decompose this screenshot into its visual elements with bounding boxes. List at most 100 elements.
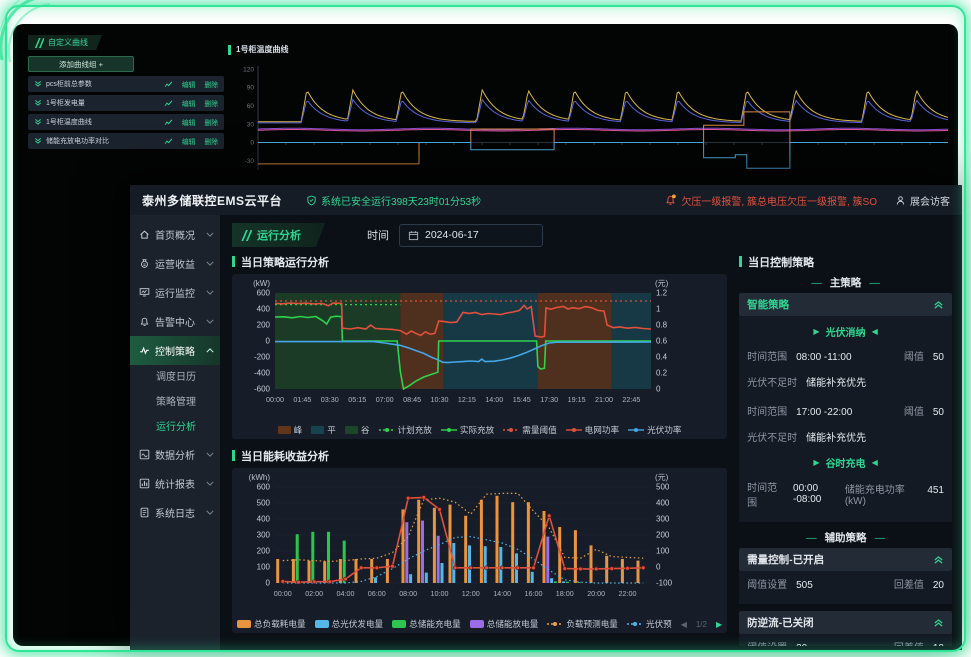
svg-text:400: 400	[257, 515, 271, 524]
chevron-down-icon	[206, 510, 214, 515]
edit-link[interactable]: 编辑	[181, 82, 196, 89]
alarm-marquee[interactable]: 欠压一级报警, 簇总电压欠压一级报警, 簇SO	[664, 193, 877, 208]
curve-group-row[interactable]: 1号柜温度曲线 编辑 删除	[28, 114, 224, 130]
legend-item[interactable]: 总负载耗电量	[237, 618, 306, 630]
legend-item[interactable]: 谷	[344, 424, 370, 436]
svg-text:300: 300	[257, 531, 271, 540]
curve-group-row[interactable]: pcs柜前总参数 编辑 删除	[28, 76, 224, 92]
edit-link[interactable]: 编辑	[181, 120, 196, 127]
svg-text:(kWh): (kWh)	[249, 473, 271, 482]
svg-text:1.2: 1.2	[656, 289, 668, 298]
legend-item[interactable]: 总储能充电量	[392, 618, 461, 630]
curve-group-row[interactable]: 储能充放电功率对比 编辑 删除	[28, 133, 224, 149]
sidebar-item-home[interactable]: 首页概况	[130, 220, 220, 249]
delete-link[interactable]: 删除	[204, 82, 218, 89]
svg-text:300: 300	[656, 515, 670, 524]
legend-item[interactable]: 电网功率	[565, 424, 619, 436]
log-icon	[140, 507, 149, 518]
sidebar-subitem[interactable]: 运行分析	[156, 422, 196, 433]
triangle-left-icon: ◀	[871, 327, 878, 336]
energy-revenue-chart: 600 500 500 400 400 300 300 200 200 100 100 0 0 -100 (…	[237, 471, 722, 616]
sidebar-item-alarm[interactable]: 告警中心	[130, 307, 220, 336]
slash-decoration-icon	[240, 230, 252, 241]
energy-revenue-legend: 总负载耗电量 总光伏发电量 总储能充电量 总储能放电量 负载预测电量 光伏预 ◀ 1/2 ▶	[237, 616, 722, 632]
delete-link[interactable]: 删除	[204, 120, 218, 127]
alarm-lamp-icon	[666, 194, 677, 205]
sidebar-item-report[interactable]: 统计报表	[130, 469, 220, 498]
user-menu[interactable]: 展会访客	[895, 193, 950, 208]
svg-text:600: 600	[257, 289, 271, 298]
expand-double-chevron-icon	[35, 80, 41, 87]
legend-page-prev[interactable]: ◀	[680, 619, 687, 629]
sidebar-item-log[interactable]: 系统日志	[130, 498, 220, 527]
sidebar: 首页概况运营收益运行监控 告警中心控制策略调度日历策略管理运行分析数据分析 统计报表…	[130, 215, 220, 650]
svg-text:500: 500	[257, 499, 271, 508]
shield-icon	[307, 195, 316, 205]
svg-text:-400: -400	[254, 369, 271, 378]
sidebar-item-strategy[interactable]: 控制策略	[130, 336, 220, 365]
edit-link[interactable]: 编辑	[181, 101, 196, 108]
svg-text:06:00: 06:00	[368, 589, 386, 598]
svg-text:12:00: 12:00	[462, 589, 480, 598]
svg-text:60: 60	[247, 103, 255, 110]
delete-link[interactable]: 删除	[204, 139, 218, 146]
legend-item[interactable]: 平	[311, 424, 336, 436]
sidebar-item-label: 控制策略	[155, 347, 195, 358]
date-picker[interactable]: 2024-06-17	[399, 223, 543, 247]
svg-text:200: 200	[257, 547, 271, 556]
strategy-group-header: ▶ 谷时充电 ◀	[813, 458, 878, 470]
svg-text:14:00: 14:00	[493, 589, 511, 598]
strategy-group-header: ▶ 光伏消纳 ◀	[813, 327, 878, 339]
svg-text:03:30: 03:30	[321, 395, 339, 404]
svg-text:17:30: 17:30	[540, 395, 558, 404]
add-curve-group-button[interactable]: 添加曲线组 +	[28, 56, 134, 72]
delete-link[interactable]: 删除	[204, 101, 218, 108]
sidebar-item-monitor[interactable]: 运行监控	[130, 278, 220, 307]
strategy-field: 光伏不足时 储能补充优先	[747, 433, 867, 444]
chevron-down-icon	[206, 261, 214, 266]
collapse-button[interactable]	[933, 299, 944, 310]
smart-strategy-card-slot: 智能策略 ▶ 光伏消纳 ◀ 时间范围 08:00 -11:00 阈值 50 光伏不足时 储能补…	[739, 293, 952, 529]
section-title-energy-revenue: 当日能耗收益分析	[241, 450, 329, 463]
curve-preview-icon	[164, 138, 173, 144]
sidebar-subitem[interactable]: 调度日历	[156, 372, 196, 383]
energy-revenue-panel: 600 500 500 400 400 300 300 200 200 100 100 0 0 -100 (…	[232, 468, 728, 633]
legend-item[interactable]: 负载预测电量	[547, 618, 618, 630]
svg-text:100: 100	[656, 547, 670, 556]
legend-page-next[interactable]: ▶	[715, 619, 723, 629]
legend-item[interactable]: 总光伏发电量	[314, 618, 383, 630]
legend-item[interactable]: 计划充放	[378, 424, 432, 436]
collapse-button[interactable]	[933, 554, 944, 565]
svg-text:15:45: 15:45	[513, 395, 531, 404]
legend-page-indicator: 1/2	[695, 619, 707, 629]
svg-text:200: 200	[257, 321, 271, 330]
svg-text:12:15: 12:15	[458, 395, 476, 404]
svg-text:18:00: 18:00	[556, 589, 574, 598]
chevron-down-icon	[206, 481, 214, 486]
sidebar-item-label: 运营收益	[155, 260, 195, 271]
legend-item[interactable]: 光伏预	[626, 618, 672, 630]
legend-item[interactable]: 总储能放电量	[469, 618, 538, 630]
svg-text:08:00: 08:00	[399, 589, 417, 598]
aux-strategy-card-header[interactable]: 防逆流-已关闭	[739, 611, 952, 634]
legend-item[interactable]: 光伏功率	[628, 424, 681, 436]
sidebar-subitem[interactable]: 策略管理	[156, 397, 196, 408]
chevron-down-icon	[206, 232, 214, 237]
legend-item[interactable]: 需量阈值	[503, 424, 557, 436]
aux-strategy-card-header[interactable]: 需量控制-已开启	[739, 548, 952, 571]
legend-item[interactable]: 峰	[277, 424, 302, 436]
collapse-button[interactable]	[933, 617, 944, 628]
svg-text:-100: -100	[656, 579, 673, 588]
edit-link[interactable]: 编辑	[181, 139, 196, 146]
sidebar-item-revenue[interactable]: 运营收益	[130, 249, 220, 278]
smart-strategy-card-header[interactable]: 智能策略	[739, 293, 952, 316]
sidebar-item-analysis[interactable]: 数据分析	[130, 440, 220, 469]
curve-group-label: pcs柜前总参数	[46, 81, 92, 88]
legend-item[interactable]: 实际充放	[440, 424, 494, 436]
strategy-field: 储能充电功率(kW) 451	[844, 485, 944, 507]
curve-group-row[interactable]: 1号柜发电量 编辑 删除	[28, 95, 224, 111]
svg-text:-200: -200	[254, 353, 271, 362]
toolbar: 运行分析 时间 2024-06-17	[232, 222, 952, 248]
section-accent-bar	[232, 256, 235, 267]
